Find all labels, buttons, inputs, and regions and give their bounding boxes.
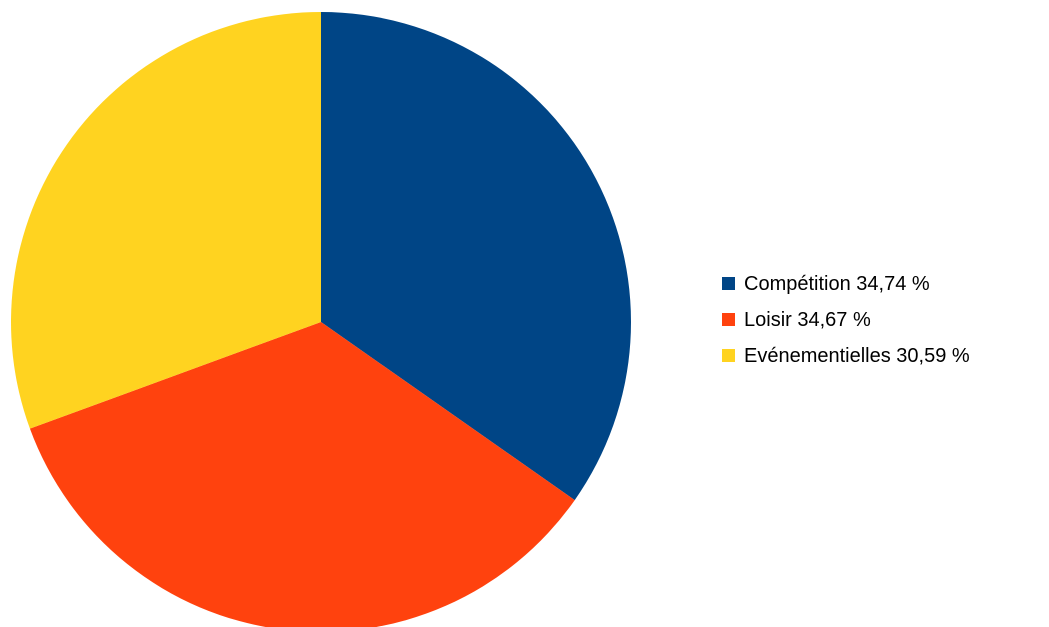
- legend-swatch: [722, 349, 735, 362]
- pie-slices: [11, 12, 632, 627]
- legend-label: Evénementielles 30,59 %: [744, 345, 970, 367]
- chart-legend: Compétition 34,74 % Loisir 34,67 % Evéneme…: [722, 273, 970, 367]
- pie-slice-evenementielles: [11, 12, 322, 429]
- legend-swatch: [722, 277, 735, 290]
- legend-swatch: [722, 313, 735, 326]
- pie-slice-competition: [321, 12, 632, 501]
- legend-label: Loisir 34,67 %: [744, 309, 871, 331]
- legend-label: Compétition 34,74 %: [744, 273, 930, 295]
- pie-slice-loisir: [29, 322, 575, 627]
